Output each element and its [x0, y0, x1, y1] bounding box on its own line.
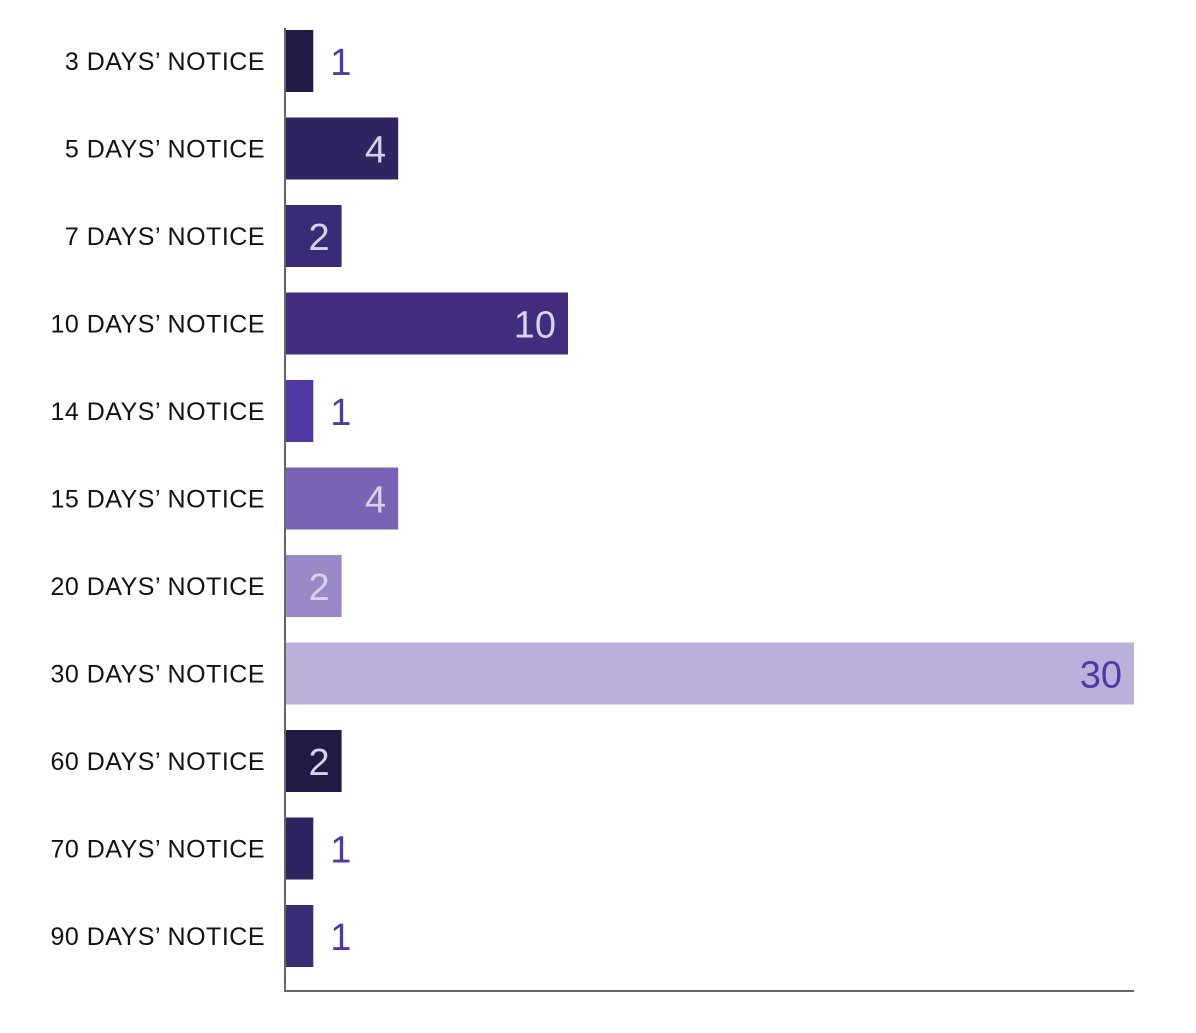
bar-4: [285, 380, 314, 442]
value-label-4: 1: [330, 392, 351, 434]
bar-2: [285, 205, 342, 267]
bar-8: [285, 730, 342, 792]
category-label-4: 14 DAYS’ NOTICE: [51, 398, 266, 426]
value-label-8: 2: [308, 742, 329, 784]
category-label-8: 60 DAYS’ NOTICE: [51, 748, 266, 776]
category-label-7: 30 DAYS’ NOTICE: [51, 661, 266, 689]
bar-3: [285, 292, 568, 355]
value-label-1: 4: [365, 130, 386, 172]
category-label-0: 3 DAYS’ NOTICE: [65, 48, 265, 76]
value-label-10: 1: [330, 917, 351, 959]
category-label-3: 10 DAYS’ NOTICE: [51, 311, 266, 339]
category-label-9: 70 DAYS’ NOTICE: [51, 836, 266, 864]
value-label-0: 1: [330, 42, 351, 84]
category-label-1: 5 DAYS’ NOTICE: [65, 136, 265, 164]
value-label-9: 1: [330, 830, 351, 872]
value-label-5: 4: [365, 480, 386, 522]
value-label-3: 10: [514, 305, 556, 347]
bar-0: [285, 30, 314, 92]
category-label-6: 20 DAYS’ NOTICE: [51, 573, 266, 601]
bar-1: [285, 117, 399, 180]
bar-5: [285, 467, 399, 530]
bars-layer: 3 DAYS’ NOTICE 15 DAYS’ NOTICE 47 DAYS’ NO…: [51, 30, 1134, 967]
bar-7: [285, 642, 1134, 705]
category-label-5: 15 DAYS’ NOTICE: [51, 486, 266, 514]
category-label-2: 7 DAYS’ NOTICE: [65, 223, 265, 251]
value-label-7: 30: [1080, 655, 1122, 697]
bar-6: [285, 555, 342, 617]
category-label-10: 90 DAYS’ NOTICE: [51, 923, 266, 951]
value-label-2: 2: [308, 217, 329, 259]
bar-10: [285, 905, 314, 967]
value-label-6: 2: [308, 567, 329, 609]
bar-9: [285, 817, 314, 880]
